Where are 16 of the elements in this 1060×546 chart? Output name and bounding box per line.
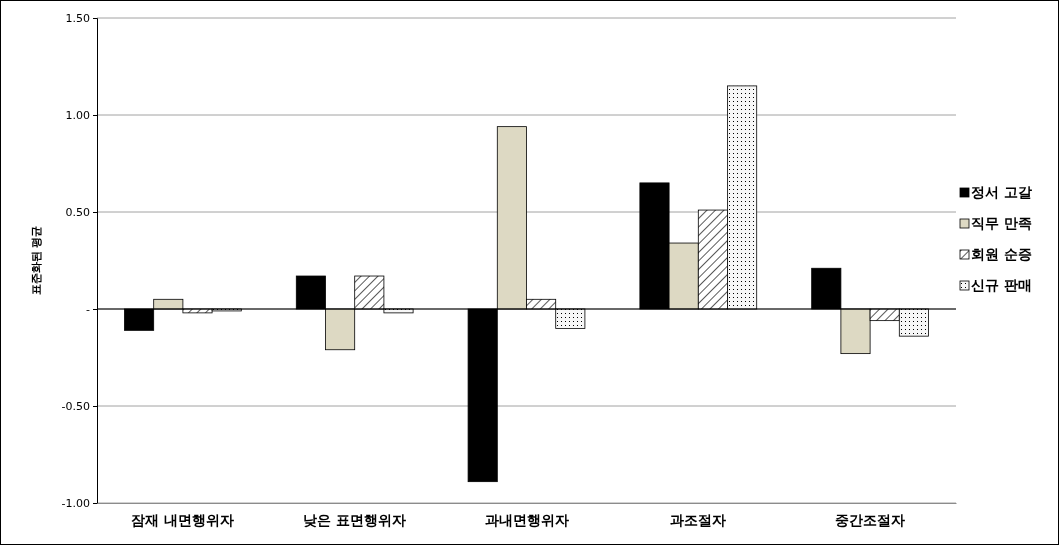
legend-label: 직무 만족 (971, 215, 1032, 231)
x-tick-label: 중간조절자 (835, 511, 906, 528)
y-tick-label: 1.00 (65, 109, 90, 123)
legend-label: 회원 순증 (971, 246, 1032, 262)
y-tick-label: 1.50 (65, 12, 90, 26)
y-tick-label: - (86, 303, 91, 317)
x-tick-label: 과조절자 (670, 511, 727, 528)
x-tick-label: 과내면행위자 (484, 511, 569, 528)
y-tick-label: 0.50 (65, 206, 90, 220)
legend-label: 정서 고갈 (971, 184, 1032, 200)
legend-label: 신규 판매 (971, 277, 1032, 293)
x-tick-label: 잠재 내면행위자 (131, 511, 235, 528)
y-tick-label: -1.00 (61, 497, 90, 511)
y-tick-label: -0.50 (61, 400, 90, 414)
y-axis-title: 표준화된 평균 (30, 225, 43, 296)
x-tick-label: 낮은 표면행위자 (303, 511, 407, 528)
